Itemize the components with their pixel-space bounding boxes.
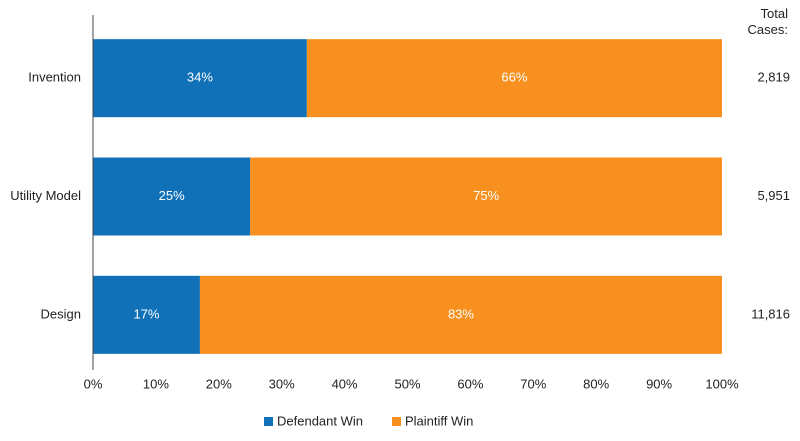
- legend-swatch: [264, 417, 273, 426]
- value-label: 66%: [501, 70, 527, 85]
- bar-segment: [306, 39, 722, 118]
- bar-segment: [93, 275, 200, 354]
- x-tick-label: 70%: [520, 376, 546, 391]
- x-tick-label: 50%: [394, 376, 420, 391]
- total-label: 2,819: [757, 70, 790, 85]
- y-tick-label: Design: [41, 306, 81, 321]
- y-tick-label: Invention: [28, 70, 81, 85]
- x-tick-label: 80%: [583, 376, 609, 391]
- value-label: 25%: [159, 188, 185, 203]
- value-label: 34%: [187, 70, 213, 85]
- totals-title: Total Cases:: [747, 6, 788, 37]
- x-tick-label: 20%: [206, 376, 232, 391]
- x-tick-label: 40%: [332, 376, 358, 391]
- legend-label: Defendant Win: [277, 413, 363, 428]
- x-tick-label: 100%: [705, 376, 739, 391]
- total-label: 5,951: [757, 188, 790, 203]
- x-tick-label: 0%: [84, 376, 103, 391]
- bar-segment: [93, 39, 307, 118]
- legend-label: Plaintiff Win: [405, 413, 473, 428]
- bar-segment: [199, 275, 722, 354]
- x-tick-label: 60%: [457, 376, 483, 391]
- value-label: 75%: [473, 188, 499, 203]
- y-tick-label: Utility Model: [10, 188, 81, 203]
- x-tick-label: 10%: [143, 376, 169, 391]
- legend-swatch: [392, 417, 401, 426]
- x-tick-label: 90%: [646, 376, 672, 391]
- total-label: 11,816: [751, 306, 790, 321]
- value-label: 17%: [133, 306, 159, 321]
- bar-segment: [93, 157, 251, 236]
- value-label: 83%: [448, 306, 474, 321]
- x-tick-label: 30%: [269, 376, 295, 391]
- bar-segment: [250, 157, 722, 236]
